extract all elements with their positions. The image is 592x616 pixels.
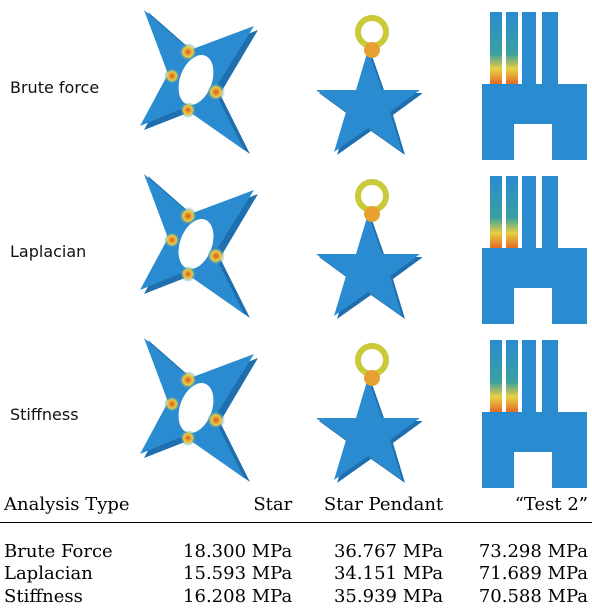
row-label-stiffness: Stiffness	[10, 405, 79, 424]
row-type: Stiffness	[4, 585, 83, 607]
value-test-2: 73.298 MPa	[478, 540, 588, 562]
value-star: 16.208 MPa	[183, 585, 293, 607]
value-star-pendant: 36.767 MPa	[333, 540, 444, 562]
value-test-2: 70.588 MPa	[478, 585, 588, 607]
test2-laplacian	[482, 172, 592, 327]
star-pendant-laplacian	[312, 174, 422, 324]
header-star: Star	[253, 494, 293, 515]
table-header-row: Analysis Type Star Star Pendant “Test 2”	[0, 492, 592, 522]
star-stiffness	[138, 336, 278, 486]
header-test-2: “Test 2”	[514, 494, 588, 515]
header-analysis-type: Analysis Type	[4, 494, 130, 515]
test2-stiffness	[482, 336, 592, 491]
row-label-brute-force: Brute force	[10, 78, 100, 97]
test2-brute-force	[482, 8, 592, 163]
value-star-pendant: 34.151 MPa	[333, 562, 444, 584]
row-type: Brute Force	[4, 540, 113, 562]
star-pendant-stiffness	[312, 338, 422, 488]
stress-figure: Brute force Laplacian Stiffness	[10, 8, 592, 491]
star-laplacian	[138, 172, 278, 322]
results-table-container: Analysis Type Star Star Pendant “Test 2”…	[0, 492, 592, 608]
star-pendant-brute-force	[312, 10, 422, 160]
table-row: Brute Force 18.300 MPa 36.767 MPa 73.298…	[0, 522, 592, 562]
table-row: Stiffness 16.208 MPa 35.939 MPa 70.588 M…	[0, 585, 592, 608]
row-label-laplacian: Laplacian	[10, 242, 87, 261]
results-table: Analysis Type Star Star Pendant “Test 2”…	[0, 492, 592, 608]
value-star: 15.593 MPa	[183, 562, 293, 584]
table-row: Laplacian 15.593 MPa 34.151 MPa 71.689 M…	[0, 562, 592, 585]
star-brute-force	[138, 8, 278, 158]
value-test-2: 71.689 MPa	[478, 562, 588, 584]
header-star-pendant: Star Pendant	[323, 494, 444, 515]
value-star: 18.300 MPa	[183, 540, 293, 562]
value-star-pendant: 35.939 MPa	[333, 585, 444, 607]
row-type: Laplacian	[4, 562, 93, 584]
